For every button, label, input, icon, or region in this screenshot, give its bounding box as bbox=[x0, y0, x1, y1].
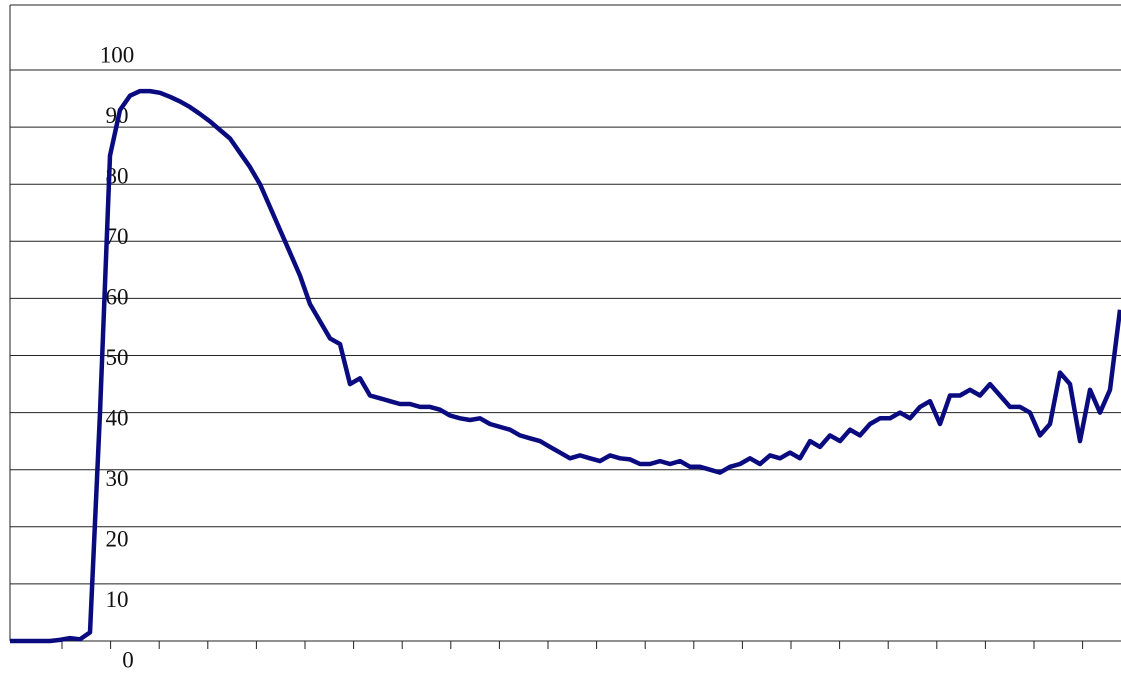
y-tick-label: 0 bbox=[122, 647, 134, 672]
y-tick-label: 50 bbox=[106, 345, 129, 370]
y-tick-label: 30 bbox=[106, 466, 129, 491]
y-tick-label: 100 bbox=[100, 42, 135, 67]
y-tick-label: 10 bbox=[106, 587, 129, 612]
y-tick-label: 40 bbox=[106, 405, 129, 430]
y-tick-label: 70 bbox=[106, 224, 129, 249]
y-tick-label: 60 bbox=[106, 284, 129, 309]
data-line bbox=[10, 88, 1121, 644]
y-tick-label: 20 bbox=[106, 526, 129, 551]
